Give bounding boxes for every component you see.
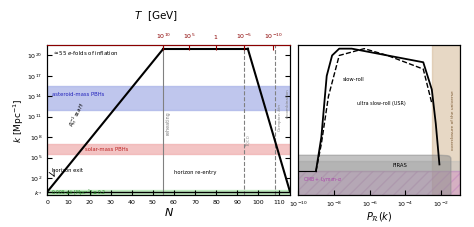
Y-axis label: $k\ [{\rm Mpc}^{-1}]$: $k\ [{\rm Mpc}^{-1}]$ (11, 98, 26, 143)
Text: Compton $\lambda/m$: Compton $\lambda/m$ (276, 102, 284, 132)
Text: horizon exit: horizon exit (52, 168, 82, 173)
Ellipse shape (0, 155, 451, 227)
Bar (298, 171, 460, 195)
Text: recombination: recombination (286, 88, 290, 118)
Text: ultra slow-roll (USR): ultra slow-roll (USR) (357, 101, 406, 106)
Text: $T\ \ [{\rm GeV}]$: $T\ \ [{\rm GeV}]$ (135, 9, 178, 23)
Text: $T_{\rm QCD}$: $T_{\rm QCD}$ (245, 134, 254, 147)
Bar (298, 161, 460, 171)
Text: solar-mass PBHs: solar-mass PBHs (85, 147, 129, 152)
Text: FIRAS: FIRAS (393, 163, 408, 168)
Bar (47, 144, 290, 154)
Text: CMB + Lyman-$\alpha$: CMB + Lyman-$\alpha$ (303, 175, 343, 184)
X-axis label: $N$: $N$ (164, 207, 173, 218)
Text: overclosure of the universe: overclosure of the universe (451, 90, 455, 150)
Text: slow-roll: slow-roll (342, 77, 364, 82)
Bar (47, 190, 290, 195)
Text: horizon re-entry: horizon re-entry (174, 170, 217, 175)
X-axis label: $P_{\mathcal{R}}(k)$: $P_{\mathcal{R}}(k)$ (366, 211, 392, 224)
Text: $0.005 \leq k\,[{\rm Mpc}^{-1}] \leq 0.2$: $0.005 \leq k\,[{\rm Mpc}^{-1}] \leq 0.2… (51, 187, 105, 198)
Bar (47, 86, 290, 110)
Text: $k_*$: $k_*$ (34, 190, 42, 197)
Text: $R_H^{-1} \equiv aH$: $R_H^{-1} \equiv aH$ (66, 101, 88, 129)
Text: asteroid-mass PBHs: asteroid-mass PBHs (52, 92, 104, 97)
Text: reheating: reheating (165, 112, 170, 136)
Text: $\approx 55$ $e$-folds of inflation: $\approx 55$ $e$-folds of inflation (52, 49, 118, 57)
Bar (432, 45, 460, 195)
